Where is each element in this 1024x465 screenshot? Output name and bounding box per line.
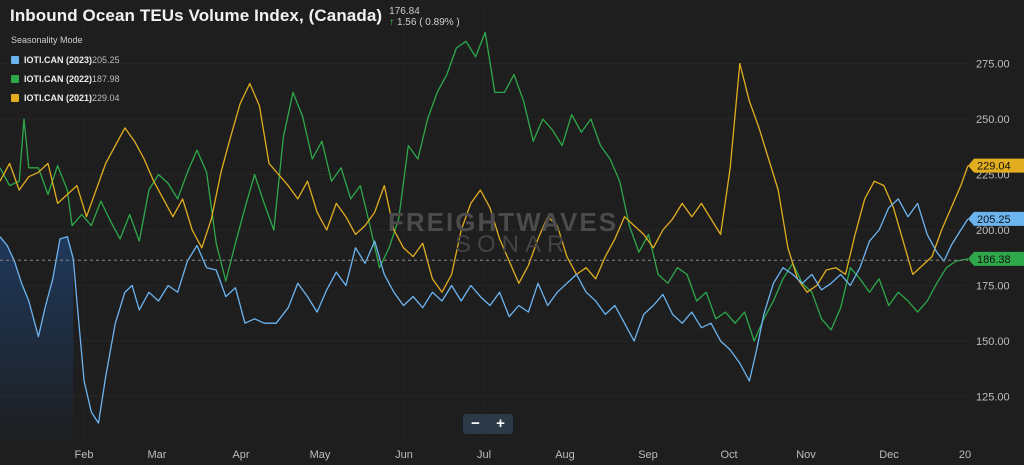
value-tag-2023: 205.25	[968, 211, 1024, 226]
legend: IOTI.CAN (2023) 205.25 IOTI.CAN (2022) 1…	[11, 50, 120, 107]
legend-value-2021: 229.04	[92, 92, 120, 103]
x-tick-label: Feb	[75, 449, 94, 461]
legend-swatch-2022	[11, 74, 19, 83]
x-tick-label: Dec	[879, 449, 899, 461]
x-tick-label: Apr	[232, 449, 249, 461]
value-tag-2022: 186.38	[968, 251, 1024, 266]
zoom-control: − +	[463, 414, 513, 434]
legend-name-2022: IOTI.CAN (2022)	[24, 73, 93, 84]
x-tick-label: Oct	[720, 449, 737, 461]
x-tick-label: Mar	[148, 449, 167, 461]
value-tag-bg	[968, 211, 1024, 226]
y-tick-label: 175.00	[976, 281, 1010, 293]
value-tag-label: 205.25	[977, 214, 1011, 226]
x-tick-label: 20	[959, 449, 971, 461]
chart-title: Inbound Ocean TEUs Volume Index, (Canada…	[10, 6, 383, 25]
x-tick-label: May	[310, 449, 331, 461]
value-tag-bg	[968, 158, 1024, 173]
change-text: 1.56 ( 0.89% )	[396, 17, 460, 28]
legend-name-2021: IOTI.CAN (2021)	[24, 92, 93, 103]
legend-swatch-2021	[11, 93, 19, 102]
legend-item-2021[interactable]: IOTI.CAN (2021) 229.04	[11, 88, 120, 107]
x-tick-label: Jul	[477, 449, 491, 461]
y-tick-label: 200.00	[976, 225, 1010, 237]
legend-swatch-2023	[11, 55, 19, 64]
legend-item-2022[interactable]: IOTI.CAN (2022) 187.98	[11, 69, 120, 88]
zoom-out-button[interactable]: −	[471, 415, 480, 432]
header-readout: 176.84 ↑ 1.56 ( 0.89% )	[389, 6, 460, 28]
seasonality-mode-label: Seasonality Mode	[11, 35, 83, 45]
series-line-2023	[0, 198, 969, 424]
x-tick-label: Jun	[395, 449, 413, 461]
legend-value-2022: 187.98	[92, 73, 120, 84]
change-readout: ↑ 1.56 ( 0.89% )	[389, 17, 460, 28]
value-tag-bg	[968, 251, 1024, 266]
value-tag-2021: 229.04	[968, 158, 1024, 173]
y-tick-label: 250.00	[976, 114, 1010, 126]
value-tag-label: 229.04	[977, 161, 1011, 173]
y-tick-label: 125.00	[976, 392, 1010, 404]
x-tick-label: Nov	[796, 449, 816, 461]
selection-area	[0, 236, 74, 440]
series-line-2021	[0, 62, 969, 293]
legend-name-2023: IOTI.CAN (2023)	[24, 54, 93, 65]
y-tick-label: 275.00	[976, 59, 1010, 71]
x-tick-label: Sep	[638, 449, 658, 461]
zoom-in-button[interactable]: +	[496, 415, 505, 432]
value-tag-label: 186.38	[977, 254, 1011, 266]
crosshair-value: 176.84	[389, 6, 420, 17]
chart-header: Inbound Ocean TEUs Volume Index, (Canada…	[10, 6, 460, 28]
up-arrow-icon: ↑	[389, 17, 395, 28]
legend-item-2023[interactable]: IOTI.CAN (2023) 205.25	[11, 50, 120, 69]
legend-value-2023: 205.25	[92, 54, 120, 65]
y-tick-label: 150.00	[976, 336, 1010, 348]
x-tick-label: Aug	[555, 449, 575, 461]
